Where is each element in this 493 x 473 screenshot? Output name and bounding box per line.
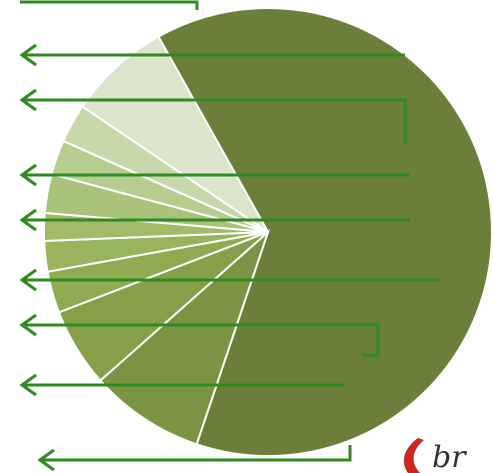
pie-slice (157, 7, 493, 457)
arrow (19, 43, 405, 67)
logo-mark (403, 438, 424, 473)
pie-slice (98, 228, 271, 446)
arrow (19, 313, 380, 357)
pie-slice (81, 35, 269, 233)
arrow (19, 268, 440, 292)
arrows (19, 0, 440, 472)
arrow (19, 208, 410, 232)
arrow (37, 445, 352, 472)
arrow (20, 0, 199, 10)
pie (43, 7, 493, 457)
arrow (19, 88, 407, 145)
arrow (19, 163, 410, 187)
arrow (19, 373, 345, 397)
logo-text: br (432, 440, 467, 473)
